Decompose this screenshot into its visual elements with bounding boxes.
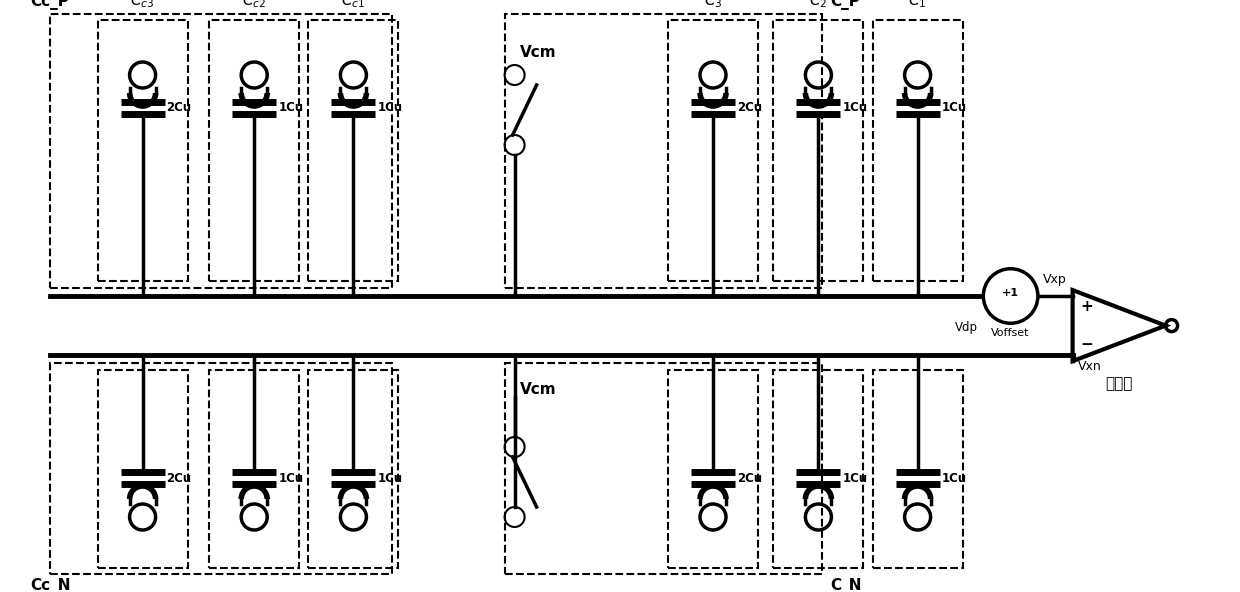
Text: Vxn: Vxn xyxy=(1078,360,1101,373)
Text: −: − xyxy=(1080,337,1094,352)
Text: Cc_N: Cc_N xyxy=(30,578,71,592)
Text: 2Cu: 2Cu xyxy=(737,471,763,484)
Text: $C_{c2}$: $C_{c2}$ xyxy=(242,0,267,10)
Text: 2Cu: 2Cu xyxy=(166,101,192,114)
Text: $C_{c3}$: $C_{c3}$ xyxy=(130,0,155,10)
Text: $C_1$: $C_1$ xyxy=(909,0,926,10)
Text: 1Cu: 1Cu xyxy=(842,471,868,484)
Text: Voffset: Voffset xyxy=(991,329,1030,338)
Text: Vxp: Vxp xyxy=(1043,273,1066,286)
Text: 1Cu: 1Cu xyxy=(377,101,403,114)
Text: C_P: C_P xyxy=(830,0,859,10)
Text: 比较器: 比较器 xyxy=(1105,376,1133,391)
Text: +: + xyxy=(1080,299,1094,314)
Circle shape xyxy=(983,269,1038,323)
Text: 1Cu: 1Cu xyxy=(842,101,868,114)
Text: +1: +1 xyxy=(1002,288,1019,298)
Text: 1Cu: 1Cu xyxy=(941,471,967,484)
Text: $C_2$: $C_2$ xyxy=(810,0,827,10)
Text: 1Cu: 1Cu xyxy=(278,471,304,484)
Text: $C_{c1}$: $C_{c1}$ xyxy=(341,0,366,10)
Text: $C_3$: $C_3$ xyxy=(704,0,722,10)
Text: 2Cu: 2Cu xyxy=(737,101,763,114)
Text: Vcm: Vcm xyxy=(520,382,557,397)
Text: C_N: C_N xyxy=(830,578,862,592)
Text: Vdp: Vdp xyxy=(955,321,978,334)
Text: Cc_P: Cc_P xyxy=(30,0,69,10)
Text: 1Cu: 1Cu xyxy=(278,101,304,114)
Text: 1Cu: 1Cu xyxy=(941,101,967,114)
Text: 1Cu: 1Cu xyxy=(377,471,403,484)
Text: 2Cu: 2Cu xyxy=(166,471,192,484)
Text: Vcm: Vcm xyxy=(520,45,557,60)
